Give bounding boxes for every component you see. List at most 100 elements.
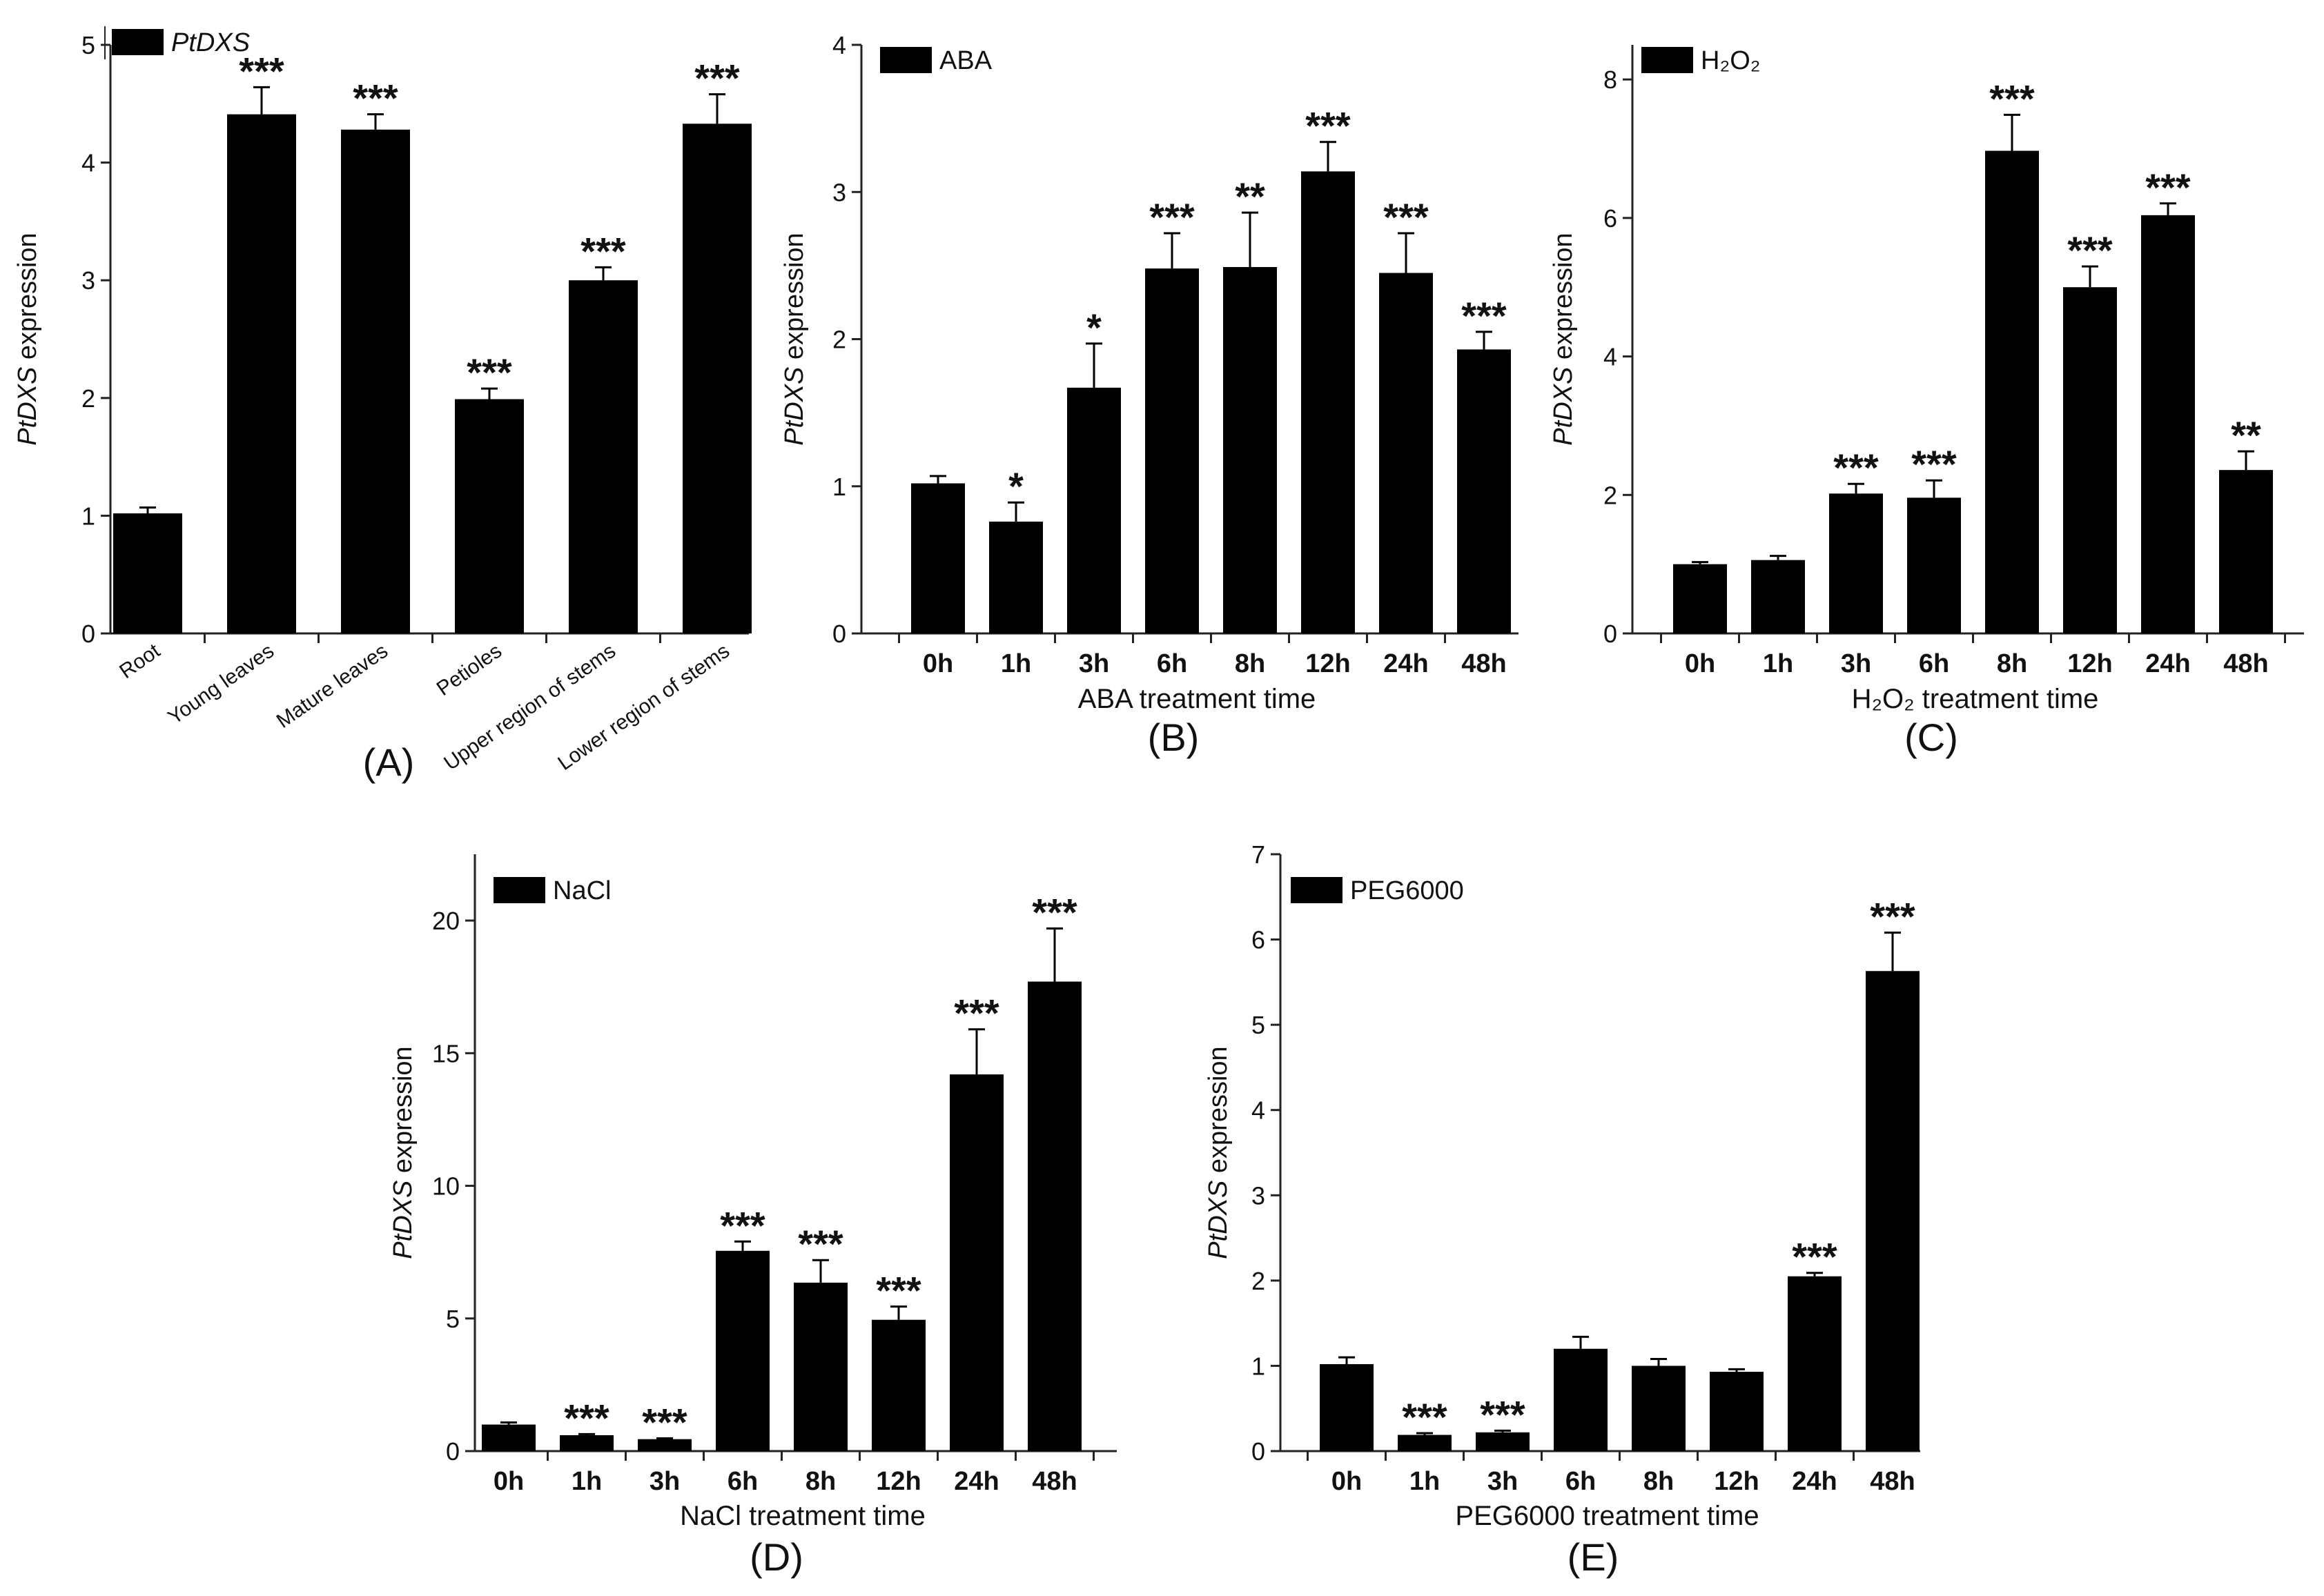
y-axis-title-gene: PtDXS: [13, 367, 42, 446]
bar: [455, 399, 524, 633]
bar: [1907, 497, 1961, 633]
x-axis-title: ABA treatment time: [1078, 684, 1316, 714]
y-tick-label: 0: [1251, 1437, 1265, 1466]
y-axis-title: PtDXS expression: [389, 1046, 418, 1259]
significance-label: ***: [467, 351, 512, 394]
y-tick-label: 0: [446, 1437, 460, 1466]
significance-label: ***: [1402, 1395, 1447, 1439]
significance-label: ***: [1792, 1235, 1837, 1279]
category-label: 12h: [2067, 649, 2112, 678]
bar: [989, 521, 1043, 633]
significance-label: ***: [1833, 446, 1879, 489]
bar: [1788, 1276, 1842, 1451]
significance-label: ***: [2067, 228, 2113, 272]
bar: [1632, 1366, 1686, 1451]
bar: [1398, 1435, 1452, 1451]
y-tick-label: 5: [446, 1305, 460, 1333]
category-label: 3h: [1841, 649, 1871, 678]
y-axis-title-rest: expression: [389, 1046, 418, 1180]
bar: [1751, 560, 1805, 633]
bar: [2063, 287, 2117, 633]
y-tick-label: 4: [1251, 1096, 1265, 1125]
significance-label: ***: [876, 1268, 921, 1312]
significance-label: ***: [1305, 104, 1351, 148]
bar: [2219, 470, 2273, 633]
significance-label: ***: [1149, 195, 1195, 239]
y-axis-title-gene: PtDXS: [389, 1181, 418, 1259]
y-tick-label: 2: [1251, 1267, 1265, 1295]
bar: [1320, 1363, 1374, 1451]
category-label: 48h: [1870, 1467, 1915, 1496]
panel-label: (E): [1568, 1535, 1619, 1579]
category-label: 0h: [1331, 1467, 1362, 1496]
y-axis-title-gene: PtDXS: [1549, 367, 1578, 446]
chart-panel-d: 0 5 10 15 20 0h *** 1h *** 3h *** 6h *** 8h *** 12h *** 2…: [389, 854, 1117, 1579]
y-tick-label: 3: [1251, 1181, 1265, 1210]
category-label: 3h: [650, 1467, 680, 1496]
panel-label: (C): [1904, 716, 1958, 759]
y-tick-label: 4: [1603, 343, 1617, 371]
category-label: 24h: [2145, 649, 2190, 678]
y-axis-title: PtDXS expression: [1204, 1046, 1233, 1259]
chart-panel-e: 0 1 2 3 4 5 6 7 0h *** 1h *** 3h 6h 8h 12h *** 24h *** 48h P…: [1204, 840, 1920, 1579]
legend-swatch: [112, 29, 164, 55]
x-axis-title: NaCl treatment time: [680, 1501, 926, 1531]
significance-label: ***: [1989, 77, 2035, 120]
category-label: 12h: [1305, 649, 1350, 678]
category-label: 1h: [1763, 649, 1793, 678]
category-label: 8h: [1235, 649, 1265, 678]
significance-label: ***: [798, 1222, 843, 1265]
bar: [341, 129, 410, 633]
significance-label: **: [2231, 413, 2261, 457]
bar: [716, 1250, 770, 1451]
y-tick-label: 2: [81, 384, 95, 413]
y-axis-title-gene: PtDXS: [1204, 1181, 1233, 1259]
bar: [1067, 387, 1121, 633]
category-label: 12h: [876, 1467, 921, 1496]
y-tick-label: 7: [1251, 840, 1265, 869]
bar: [872, 1319, 926, 1451]
y-tick-label: 4: [81, 149, 95, 177]
significance-label: ***: [954, 992, 999, 1035]
bar: [1028, 981, 1082, 1451]
significance-label: *: [1008, 464, 1024, 508]
panel-label: (A): [363, 740, 415, 784]
bar: [1457, 349, 1511, 633]
category-label: 12h: [1714, 1467, 1759, 1496]
significance-label: *: [1086, 306, 1102, 349]
significance-label: ***: [1032, 891, 1077, 934]
y-axis-title-rest: expression: [1549, 233, 1578, 366]
y-tick-label: 0: [832, 620, 846, 648]
y-tick-label: 6: [1251, 926, 1265, 954]
legend-label: PEG6000: [1350, 876, 1464, 905]
chart-panel-c: 0 2 4 6 8 0h 1h *** 3h *** 6h *** 8h *** 12h *** 24h ** 48…: [1549, 45, 2304, 759]
legend-swatch: [880, 47, 932, 73]
bar: [638, 1439, 692, 1451]
category-label: 0h: [923, 649, 953, 678]
y-tick-label: 10: [432, 1172, 460, 1201]
y-axis-title-rest: expression: [780, 233, 809, 366]
significance-label: ***: [239, 49, 284, 92]
category-label: Root: [115, 639, 164, 683]
y-tick-label: 15: [432, 1039, 460, 1067]
bar: [911, 483, 965, 633]
bar: [560, 1435, 614, 1451]
bar: [1673, 564, 1727, 633]
bar: [227, 114, 296, 634]
significance-label: ***: [1480, 1392, 1525, 1436]
category-label: 3h: [1079, 649, 1109, 678]
legend-label: ABA: [939, 46, 993, 75]
bar: [482, 1424, 536, 1451]
bar: [1301, 171, 1355, 633]
y-axis-title: PtDXS expression: [780, 233, 809, 445]
category-label: 0h: [1685, 649, 1715, 678]
y-axis-title-gene: PtDXS: [780, 367, 809, 446]
bar: [2141, 215, 2195, 633]
category-label: Petioles: [433, 640, 506, 700]
significance-label: **: [1235, 175, 1265, 218]
significance-label: ***: [353, 77, 398, 120]
category-label: 1h: [1409, 1467, 1440, 1496]
category-label: 1h: [572, 1467, 602, 1496]
bar: [1554, 1348, 1608, 1451]
